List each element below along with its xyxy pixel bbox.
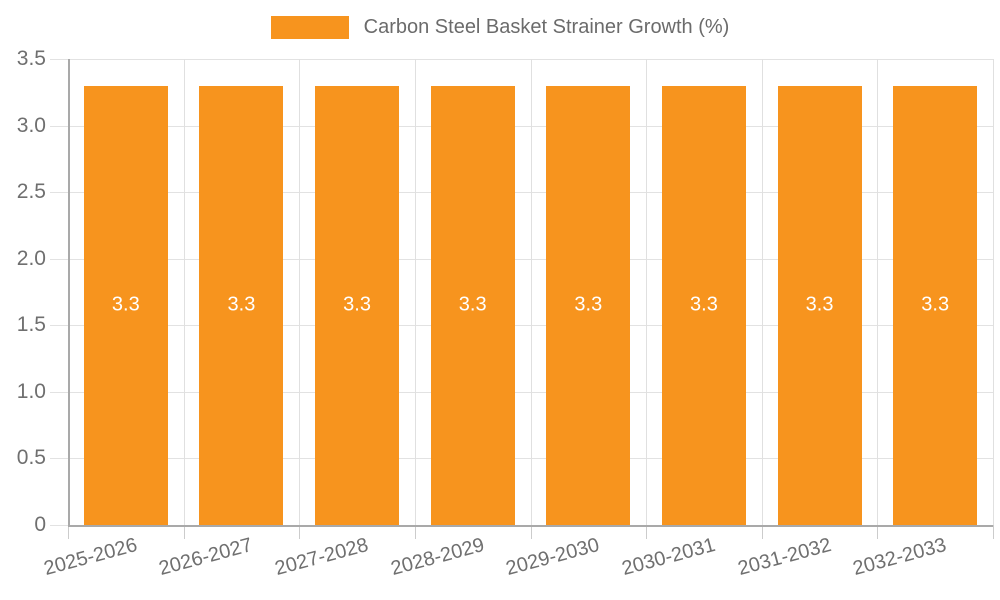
x-tick-label: 2029-2030 — [503, 534, 603, 581]
legend-label: Carbon Steel Basket Strainer Growth (%) — [363, 16, 730, 38]
x-tick-mark — [414, 525, 416, 539]
x-tick-mark — [183, 525, 185, 539]
legend-swatch — [270, 16, 349, 39]
bar-2032-2033 — [893, 85, 978, 525]
x-tick-mark — [761, 525, 763, 539]
bar-2025-2026 — [83, 85, 168, 525]
bar-2029-2030 — [546, 85, 631, 525]
bar-2031-2032 — [777, 85, 862, 525]
y-tick-mark — [50, 525, 68, 526]
x-tick-mark — [530, 525, 532, 539]
y-gridline — [50, 125, 993, 127]
x-gridline — [877, 59, 879, 525]
bar-value-label: 3.3 — [921, 293, 950, 316]
bar-2026-2027 — [199, 85, 284, 525]
x-tick-label: 2027-2028 — [272, 534, 371, 581]
y-gridline — [50, 325, 993, 327]
bar-2027-2028 — [315, 85, 400, 525]
bar-value-label: 3.3 — [690, 293, 718, 316]
x-tick-label: 2030-2031 — [619, 534, 718, 581]
y-tick-label: 0 — [34, 513, 46, 536]
y-gridline — [50, 458, 993, 460]
bar-2030-2031 — [661, 85, 746, 525]
x-tick-mark — [299, 525, 301, 539]
x-gridline — [414, 59, 416, 525]
x-gridline — [183, 59, 185, 525]
y-tick-label: 1.5 — [16, 313, 46, 337]
y-gridline — [50, 59, 993, 60]
bar-value-label: 3.3 — [574, 293, 603, 316]
bar-value-label: 3.3 — [343, 293, 371, 316]
y-gridline — [50, 258, 993, 260]
bar-value-label: 3.3 — [805, 293, 834, 316]
y-tick-label: 1.0 — [16, 379, 46, 403]
bar-value-label: 3.3 — [458, 293, 487, 316]
y-tick-label: 3.0 — [16, 113, 46, 137]
bar-value-label: 3.3 — [227, 293, 256, 316]
x-tick-label: 2032-2033 — [850, 534, 949, 581]
x-gridline — [646, 59, 648, 525]
y-tick-label: 2.0 — [16, 246, 46, 270]
x-tick-label: 2025-2026 — [41, 534, 140, 581]
bar-value-label: 3.3 — [111, 293, 140, 316]
x-tick-label: 2028-2029 — [388, 534, 487, 581]
legend-item[interactable]: Carbon Steel Basket Strainer Growth (%) — [270, 16, 730, 39]
x-tick-mark — [877, 525, 879, 539]
y-gridline — [50, 391, 993, 393]
x-tick-mark — [646, 525, 648, 539]
x-tick-mark — [993, 525, 994, 539]
x-gridline — [530, 59, 532, 525]
x-tick-label: 2031-2032 — [735, 534, 834, 581]
y-gridline — [50, 192, 993, 194]
y-tick-label: 0.5 — [16, 446, 46, 470]
y-tick-label: 3.5 — [16, 47, 46, 70]
x-gridline — [299, 59, 301, 525]
x-axis-line — [68, 525, 993, 527]
x-gridline — [993, 59, 994, 525]
y-tick-label: 2.5 — [16, 180, 46, 204]
x-gridline — [761, 59, 763, 525]
x-tick-label: 2026-2027 — [157, 534, 256, 581]
chart-legend: Carbon Steel Basket Strainer Growth (%) — [0, 16, 1000, 39]
x-tick-mark — [68, 525, 69, 539]
y-axis-line — [68, 59, 70, 527]
bar-2028-2029 — [430, 85, 515, 525]
